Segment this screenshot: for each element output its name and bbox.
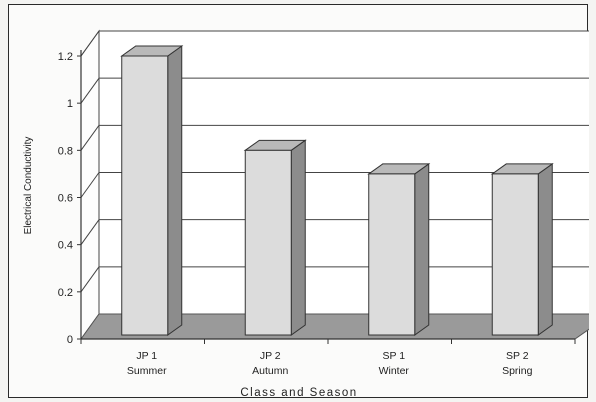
gridline-side-5 <box>80 77 100 104</box>
gridline-side-1 <box>80 266 100 293</box>
y-tick-label: 0.8 <box>58 145 73 157</box>
bar-side-2 <box>414 162 430 336</box>
bar-side-1 <box>290 139 306 336</box>
x-category-label: Autumn <box>252 365 288 377</box>
chart-frame: 0 0.2 0.4 0.6 0.8 1 1.2 JP 1 Summer JP 2 Autumn SP … <box>8 4 589 399</box>
y-tick-label: 1.2 <box>58 51 73 63</box>
gridline-side-2 <box>80 219 100 245</box>
bar-side-0 <box>167 45 183 336</box>
bar-3 <box>491 173 539 336</box>
gridline-side-4 <box>80 125 100 151</box>
x-category-label: Summer <box>127 365 167 377</box>
gridline-side-3 <box>80 172 100 198</box>
bar-0 <box>121 55 169 336</box>
x-category-label: Winter <box>379 365 410 377</box>
y-tick-label: 1 <box>67 98 73 110</box>
bar-2 <box>368 173 416 336</box>
y-tick-label: 0.6 <box>58 193 73 205</box>
x-category-label: SP 2 <box>506 350 529 362</box>
bar-side-3 <box>537 162 553 336</box>
y-tick-label: 0 <box>67 334 73 346</box>
x-category-label: SP 1 <box>382 350 405 362</box>
x-category-label: JP 2 <box>260 350 281 362</box>
y-tick-label: 0.2 <box>58 287 73 299</box>
y-axis-title: Electrical Conductivity <box>23 137 34 235</box>
bar-1 <box>244 149 292 336</box>
y-tick-label: 0.4 <box>58 240 73 252</box>
x-axis-title: Class and Season <box>240 387 357 399</box>
gridline-side-6 <box>80 30 100 57</box>
x-category-label: Spring <box>502 365 533 377</box>
bar-chart-3d: 0 0.2 0.4 0.6 0.8 1 1.2 JP 1 Summer JP 2 Autumn SP … <box>23 29 589 399</box>
x-category-label: JP 1 <box>136 350 157 362</box>
